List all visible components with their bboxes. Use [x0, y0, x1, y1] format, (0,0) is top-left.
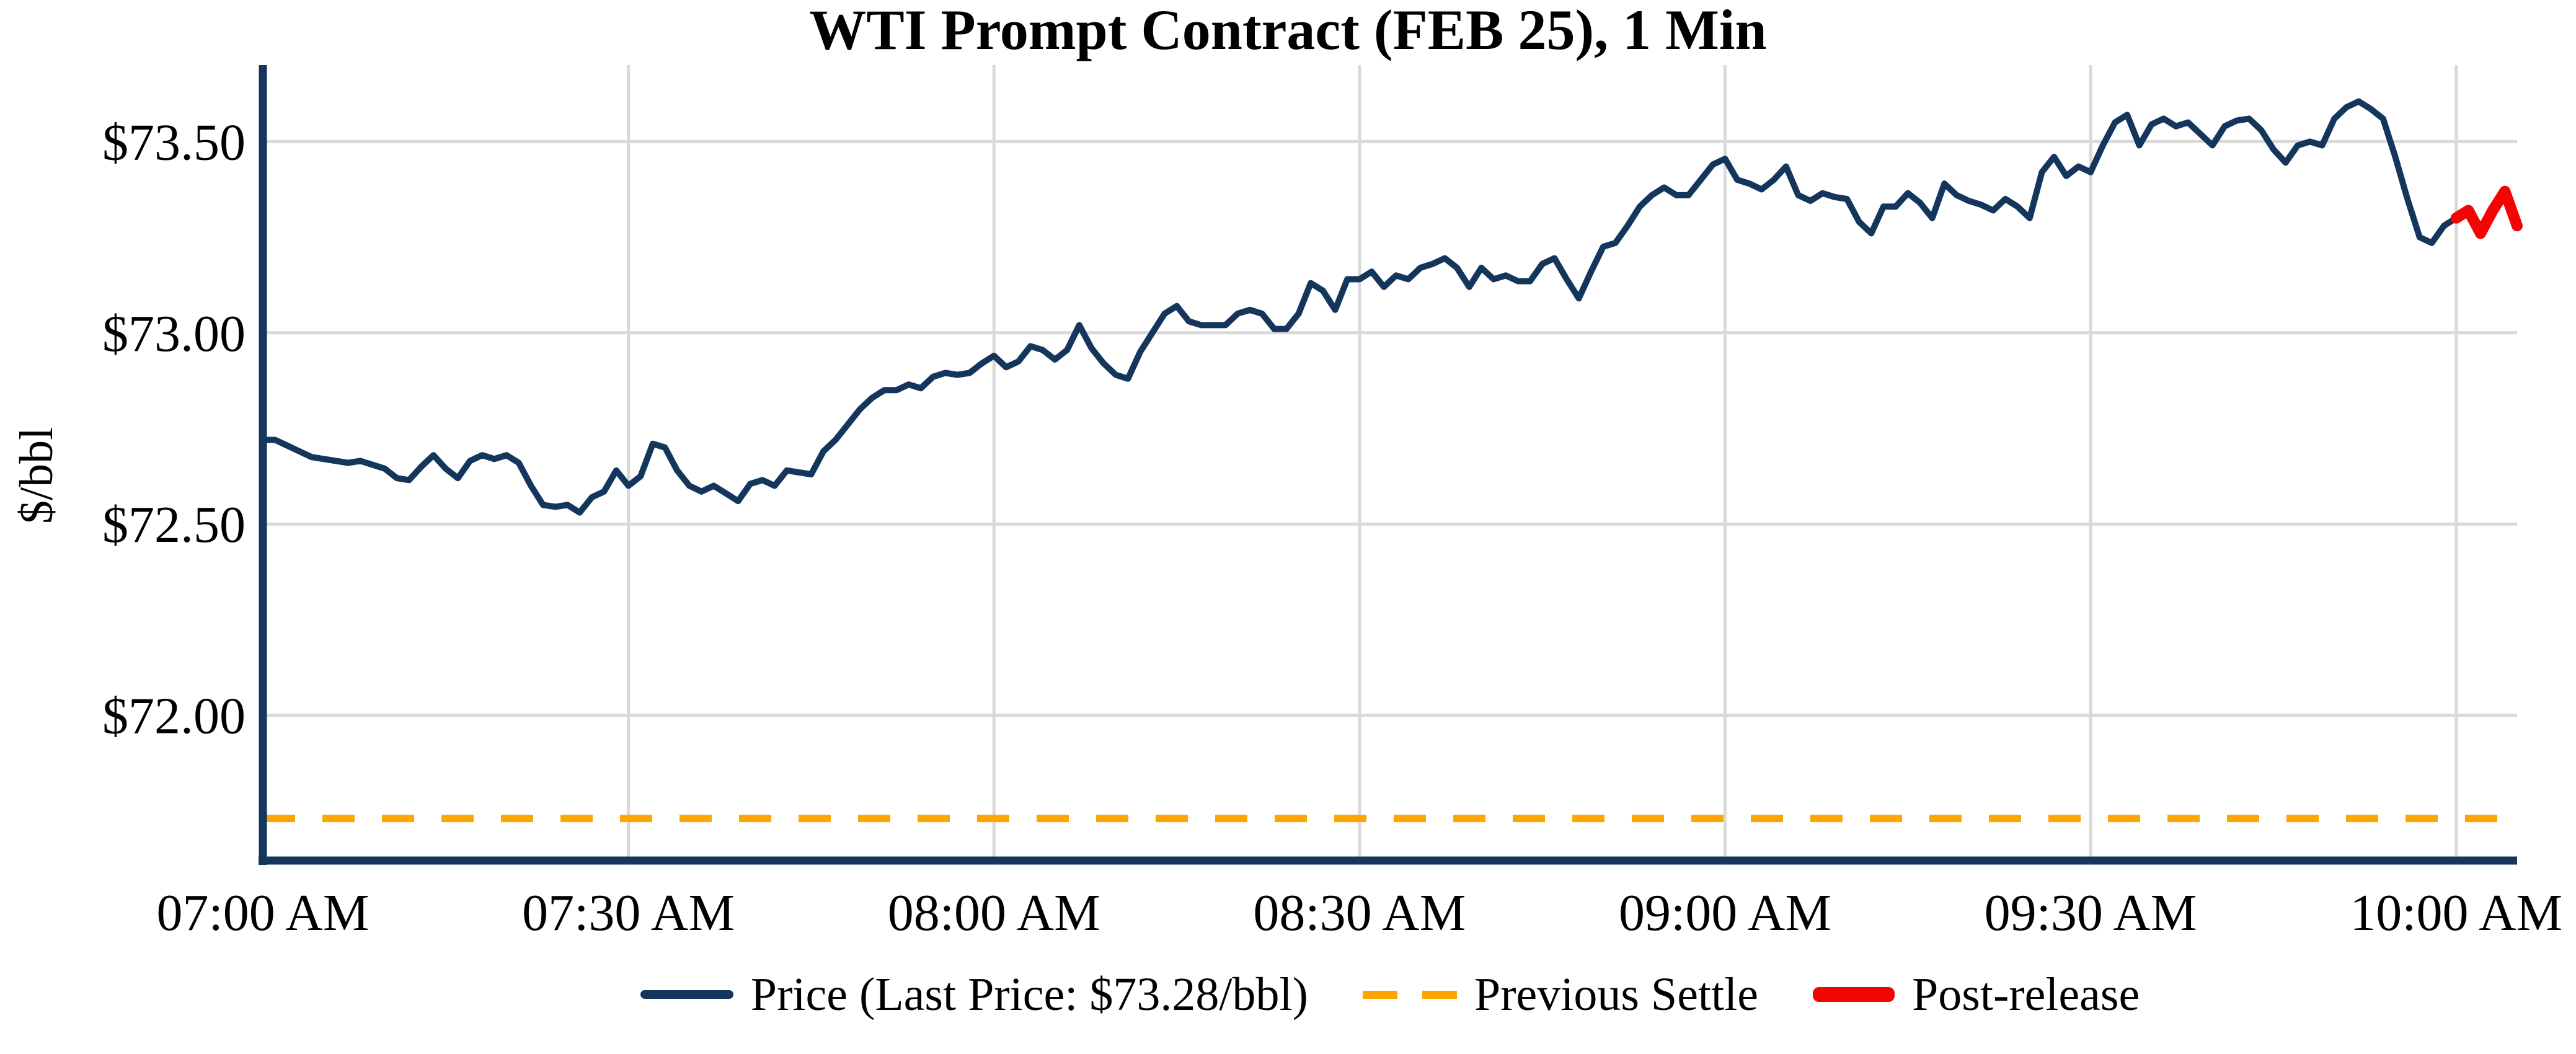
y-tick-label: $73.50 — [102, 113, 246, 171]
legend-item-price: Price (Last Price: $73.28/bbl) — [640, 968, 1308, 1022]
x-tick-label: 07:30 AM — [522, 884, 735, 942]
y-tick-label: $72.00 — [102, 688, 246, 745]
y-tick-label: $73.00 — [102, 305, 246, 363]
legend-item-previous-settle: Previous Settle — [1362, 968, 1758, 1022]
x-tick-label: 07:00 AM — [156, 884, 369, 942]
y-tick-label: $72.50 — [102, 496, 246, 554]
x-tick-label: 08:00 AM — [888, 884, 1100, 942]
previous-settle-swatch-icon — [1362, 990, 1457, 999]
price-line-swatch-icon — [640, 990, 733, 999]
post-release-swatch-icon — [1813, 987, 1895, 1002]
price-line — [260, 98, 2459, 516]
x-tick-label: 09:00 AM — [1619, 884, 1831, 942]
x-tick-label: 08:30 AM — [1253, 884, 1466, 942]
legend-item-post-release: Post-release — [1813, 968, 2140, 1022]
legend: Price (Last Price: $73.28/bbl) Previous … — [263, 962, 2517, 1027]
chart-title: WTI Prompt Contract (FEB 25), 1 Min — [809, 0, 1767, 61]
x-tick-label: 10:00 AM — [2350, 884, 2562, 942]
legend-post-release-label: Post-release — [1912, 968, 2140, 1021]
post-release-line — [2450, 185, 2523, 239]
legend-price-label: Price (Last Price: $73.28/bbl) — [750, 968, 1308, 1021]
x-tick-label: 09:30 AM — [1985, 884, 2197, 942]
legend-previous-settle-label: Previous Settle — [1474, 968, 1758, 1021]
